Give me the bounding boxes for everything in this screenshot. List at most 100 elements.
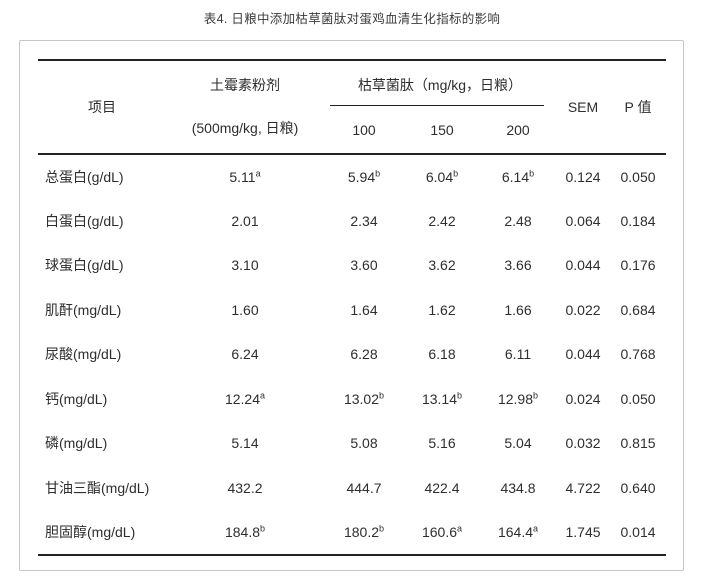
cell-dose-150: 13.14b [404,377,480,422]
table-row: 肌酐(mg/dL) 1.60 1.64 1.62 1.66 0.022 0.68… [38,288,666,333]
cell-value: 2.01 [231,212,259,229]
table-row: 钙(mg/dL) 12.24a 13.02b 13.14b 12.98b 0.0… [38,377,666,422]
table-row: 总蛋白(g/dL) 5.11a 5.94b 6.04b 6.14b 0.124 … [38,154,666,199]
table-row: 甘油三酯(mg/dL) 432.2 444.7 422.4 434.8 4.72… [38,466,666,511]
table-title: 表4. 日粮中添加枯草菌肽对蛋鸡血清生化指标的影响 [203,12,501,26]
table-row: 球蛋白(g/dL) 3.10 3.60 3.62 3.66 0.044 0.17… [38,243,666,288]
cell-value: 184.8 [224,523,261,540]
cell-otc: 184.8b [166,510,324,555]
cell-dose-100: 1.64 [324,288,404,333]
cell-value: 6.11 [504,346,532,363]
cell-otc: 432.2 [166,466,324,511]
cell-value: 1.60 [231,301,259,318]
cell-pvalue: 0.184 [610,199,666,244]
cell-value: 0.768 [620,346,656,363]
cell-dose-200: 12.98b [480,377,556,422]
cell-pvalue: 0.684 [610,288,666,333]
oxytetracycline-label: 土霉素粉剂 [210,77,280,93]
cell-value: 1.745 [565,523,601,540]
cell-value: 3.62 [428,257,456,274]
cell-sem: 0.124 [556,154,610,199]
significance-superscript: b [375,168,381,179]
cell-value: 12.24 [224,390,261,407]
cell-value: 5.14 [231,435,259,452]
cell-value: 6.14 [501,168,530,185]
cell-value: 0.815 [620,435,656,452]
cell-dose-100: 6.28 [324,332,404,377]
cell-value: 5.16 [428,435,456,452]
cell-value: 0.044 [565,257,601,274]
cell-otc: 5.14 [166,421,324,466]
cell-dose-100: 444.7 [324,466,404,511]
row-item-label: 球蛋白(g/dL) [45,257,124,274]
cell-dose-200: 164.4a [480,510,556,555]
significance-superscript: a [533,523,539,534]
data-table: 项目 土霉素粉剂 (500mg/kg, 日粮) 枯草菌肽（mg/kg，日粮） S… [38,59,667,556]
cell-value: 1.62 [428,301,456,318]
table-row: 磷(mg/dL) 5.14 5.08 5.16 5.04 0.032 0.815 [38,421,666,466]
significance-superscript: a [255,168,261,179]
cell-value: 0.032 [565,435,601,452]
cell-value: 3.60 [350,257,378,274]
significance-superscript: b [379,523,385,534]
cell-pvalue: 0.768 [610,332,666,377]
cell-value: 444.7 [346,479,382,496]
cell-dose-150: 3.62 [404,243,480,288]
row-item-label: 甘油三酯(mg/dL) [45,479,150,496]
cell-value: 0.184 [620,212,656,229]
cell-otc: 2.01 [166,199,324,244]
cell-dose-200: 6.14b [480,154,556,199]
cell-value: 1.66 [504,301,532,318]
cell-value: 164.4 [497,523,534,540]
cell-value: 422.4 [424,479,460,496]
cell-value: 2.48 [504,212,532,229]
cell-value: 5.94 [347,168,376,185]
bacitracin-group-label: 枯草菌肽（mg/kg，日粮） [357,77,523,93]
cell-dose-100: 180.2b [324,510,404,555]
cell-pvalue: 0.050 [610,154,666,199]
col-header-item: 项目 [88,99,116,115]
cell-value: 434.8 [500,479,536,496]
table-panel: 项目 土霉素粉剂 (500mg/kg, 日粮) 枯草菌肽（mg/kg，日粮） S… [19,40,684,571]
cell-value: 3.10 [231,257,259,274]
col-header-dose-100: 100 [352,121,376,138]
cell-sem: 0.032 [556,421,610,466]
row-item-label: 总蛋白(g/dL) [45,168,124,185]
table-row: 白蛋白(g/dL) 2.01 2.34 2.42 2.48 0.064 0.18… [38,199,666,244]
cell-value: 0.014 [620,523,656,540]
cell-sem: 0.024 [556,377,610,422]
cell-sem: 0.022 [556,288,610,333]
table-row: 尿酸(mg/dL) 6.24 6.28 6.18 6.11 0.044 0.76… [38,332,666,377]
cell-dose-150: 2.42 [404,199,480,244]
cell-value: 432.2 [227,479,263,496]
cell-value: 5.11 [229,168,256,185]
cell-dose-100: 5.94b [324,154,404,199]
significance-superscript: b [457,390,463,401]
cell-value: 6.28 [350,346,378,363]
cell-pvalue: 0.014 [610,510,666,555]
cell-value: 0.044 [565,346,601,363]
row-item-label: 胆固醇(mg/dL) [45,523,136,540]
cell-value: 0.124 [565,168,601,185]
table-row: 胆固醇(mg/dL) 184.8b 180.2b 160.6a 164.4a 1… [38,510,666,555]
cell-sem: 1.745 [556,510,610,555]
cell-otc: 12.24a [166,377,324,422]
cell-dose-200: 6.11 [480,332,556,377]
col-header-dose-150: 150 [430,121,454,138]
col-header-dose-200: 200 [506,121,530,138]
cell-dose-200: 434.8 [480,466,556,511]
cell-value: 180.2 [343,523,380,540]
cell-dose-100: 2.34 [324,199,404,244]
cell-otc: 5.11a [166,154,324,199]
cell-sem: 4.722 [556,466,610,511]
cell-dose-150: 6.04b [404,154,480,199]
cell-value: 0.022 [565,301,601,318]
cell-otc: 3.10 [166,243,324,288]
significance-superscript: b [529,168,535,179]
col-header-oxytetracycline: 土霉素粉剂 (500mg/kg, 日粮) [166,60,324,154]
cell-sem: 0.064 [556,199,610,244]
cell-dose-100: 3.60 [324,243,404,288]
cell-value: 3.66 [504,257,532,274]
cell-dose-200: 3.66 [480,243,556,288]
cell-value: 0.640 [620,479,656,496]
